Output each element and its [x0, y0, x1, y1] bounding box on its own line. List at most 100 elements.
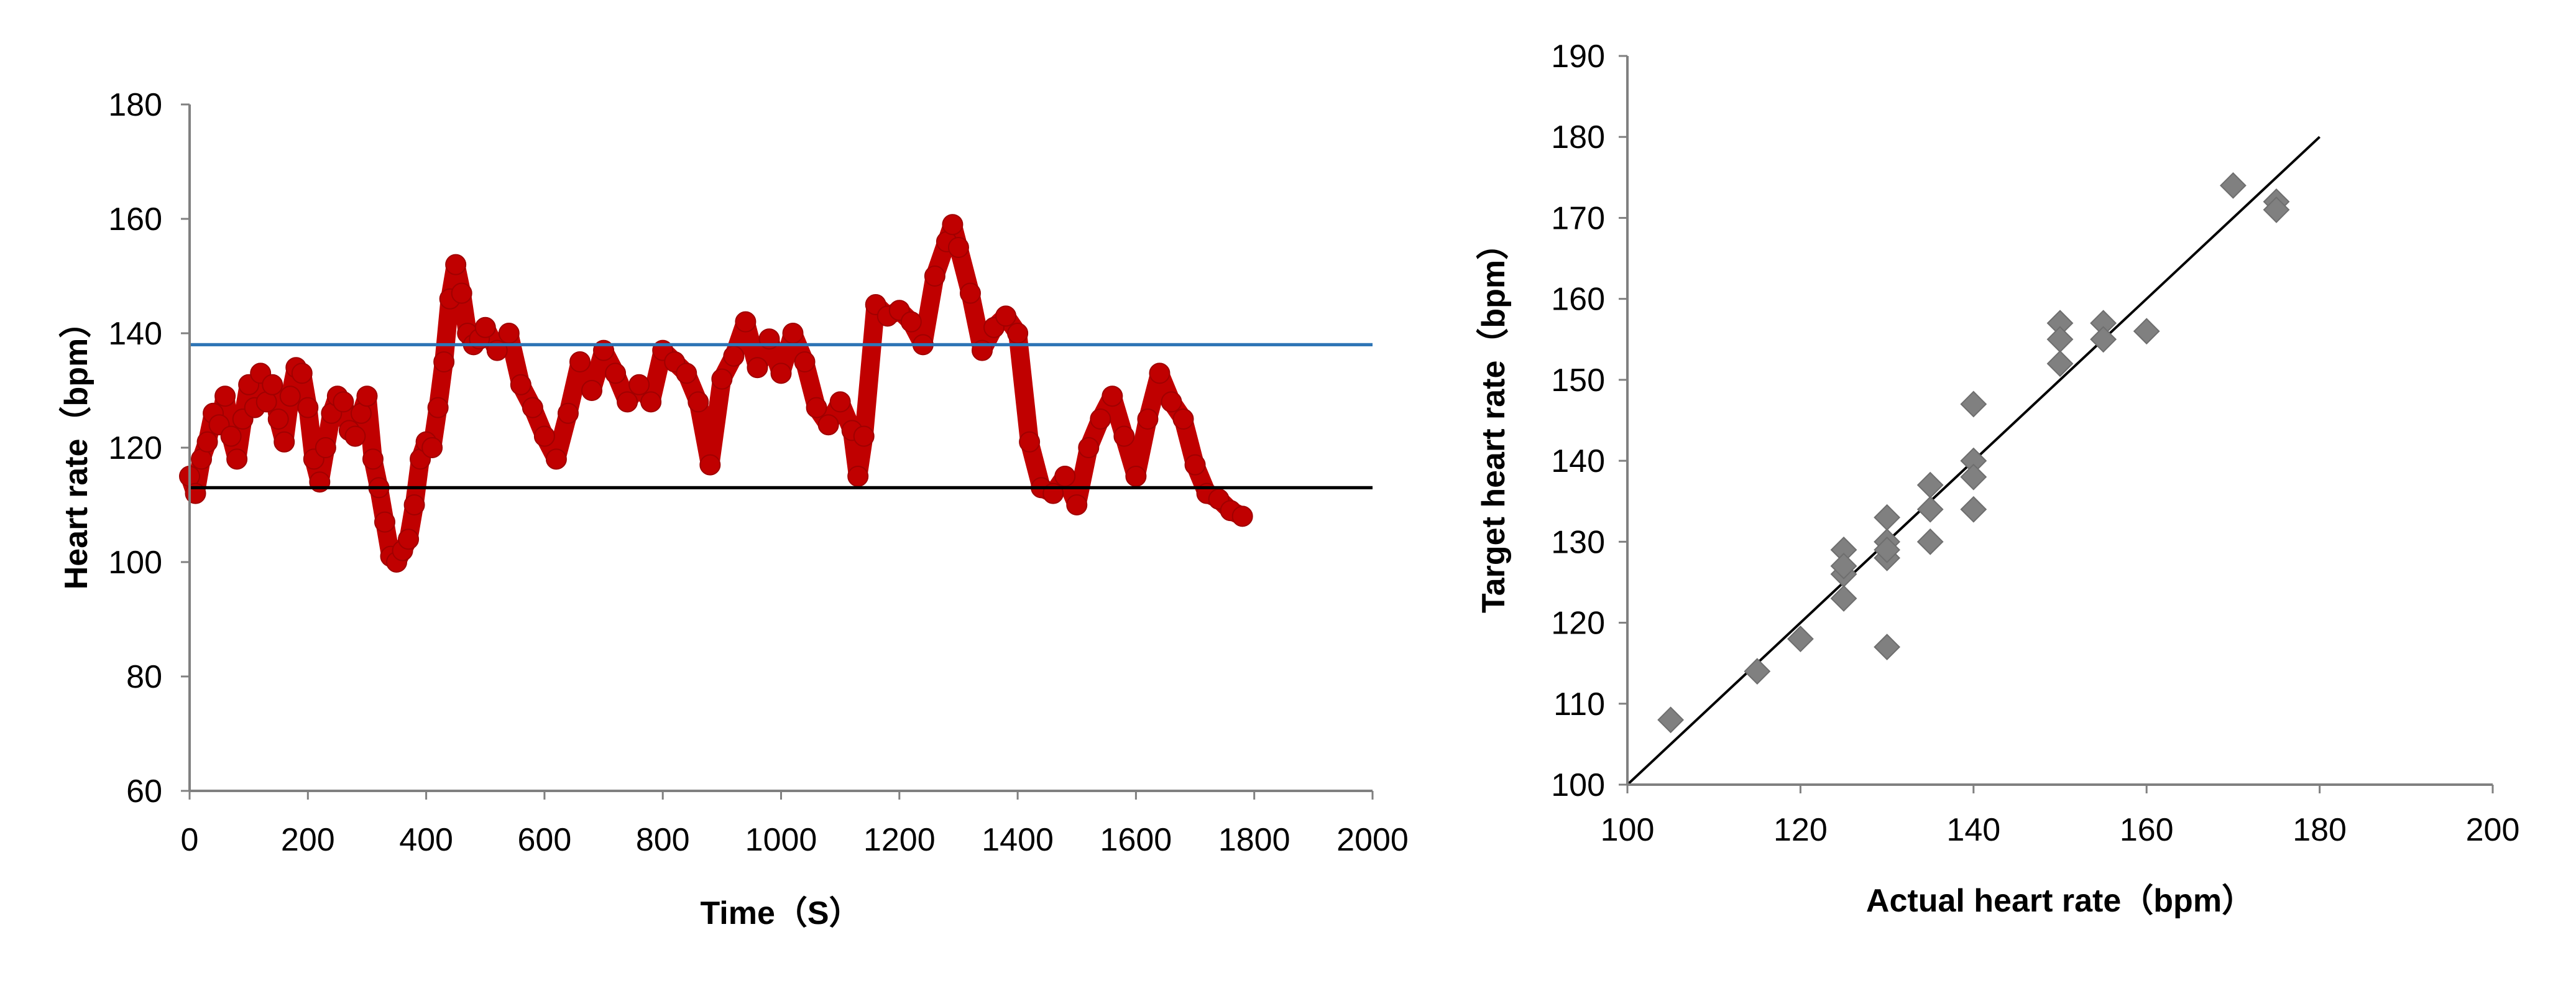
- heart-rate-point: [605, 362, 627, 384]
- heart-rate-point: [451, 282, 472, 304]
- scatter-point-diamond: [1744, 658, 1771, 685]
- right-y-axis-title: Target heart rate（bpm）: [1476, 228, 1512, 613]
- left-x-tick-label: 400: [399, 822, 453, 858]
- heart-rate-point: [1125, 466, 1147, 487]
- heart-rate-point: [427, 397, 449, 418]
- left-y-tick-label: 80: [126, 659, 162, 695]
- heart-rate-point: [445, 254, 467, 275]
- right-y-tick-label: 110: [1553, 686, 1605, 722]
- scatter-point-diamond: [1916, 496, 1944, 523]
- heart-rate-point: [829, 391, 851, 413]
- scatter-point-diamond: [1960, 463, 1987, 491]
- scatter-point-diamond: [1960, 496, 1987, 523]
- right-y-tick-label: 160: [1551, 282, 1605, 318]
- left-y-tick-label: 180: [108, 87, 162, 123]
- scatter-point-diamond: [1830, 585, 1857, 612]
- heart-rate-point: [581, 380, 603, 401]
- heart-rate-point: [1054, 466, 1076, 487]
- scatter-point-diamond: [2090, 326, 2117, 353]
- heart-rate-point: [374, 511, 395, 533]
- heart-rate-point: [291, 362, 313, 384]
- left-y-tick-label: 140: [108, 316, 162, 352]
- heart-rate-point: [262, 374, 283, 395]
- heart-rate-point: [942, 214, 964, 236]
- heart-rate-point: [847, 466, 869, 487]
- right-x-tick-label: 100: [1601, 812, 1655, 848]
- heart-rate-point: [398, 528, 420, 550]
- heart-rate-point: [569, 351, 591, 372]
- heart-rate-point: [853, 425, 875, 447]
- left-x-tick-label: 2000: [1336, 822, 1409, 858]
- heart-rate-point: [1090, 408, 1111, 430]
- right-x-tick-label: 140: [1946, 812, 2000, 848]
- heart-rate-point: [1113, 425, 1135, 447]
- heart-rate-point: [1172, 408, 1194, 430]
- heart-rate-point: [947, 237, 969, 258]
- heart-rate-point: [1231, 505, 1253, 527]
- left-y-tick-label: 60: [126, 773, 162, 810]
- heart-rate-point: [274, 431, 295, 453]
- right-x-tick-label: 160: [2120, 812, 2174, 848]
- heart-rate-point: [362, 448, 384, 470]
- heart-rate-point: [806, 397, 827, 418]
- right-y-tick-label: 120: [1551, 606, 1605, 642]
- actual-vs-target-chart: 100 120 140 160 180 200 100 110 120 130 140 150 160…: [1476, 39, 2519, 919]
- heart-rate-point: [297, 397, 319, 418]
- heart-rate-point: [1161, 391, 1182, 413]
- heart-rate-point: [315, 437, 336, 458]
- scatter-point-diamond: [1874, 504, 1901, 531]
- left-x-tick-label: 600: [518, 822, 572, 858]
- right-y-tick-label: 190: [1551, 39, 1605, 75]
- right-x-axis-title: Actual heart rate（bpm）: [1866, 883, 2254, 919]
- right-x-tick-label: 180: [2293, 812, 2347, 848]
- heart-rate-point: [1019, 431, 1041, 453]
- heart-rate-point: [403, 494, 425, 515]
- heart-rate-point: [1137, 408, 1159, 430]
- heart-rate-point: [421, 437, 443, 458]
- left-x-tick-label: 1800: [1218, 822, 1290, 858]
- left-plot-area: [179, 214, 1373, 573]
- heart-rate-point: [557, 402, 579, 424]
- left-y-ticks: 60 80 100 120 140 160 180: [108, 87, 190, 810]
- heart-rate-point: [924, 265, 945, 287]
- right-plot-area: [1626, 136, 2321, 786]
- heart-rate-point: [333, 391, 354, 413]
- heart-rate-point: [1007, 323, 1029, 344]
- heart-rate-point: [959, 282, 981, 304]
- heart-rate-point: [782, 323, 804, 344]
- left-x-ticks: 0 200 400 600 800 1000 1200 1400 1600 1800 2000: [181, 791, 1409, 858]
- heart-rate-point: [279, 385, 301, 407]
- heart-rate-point: [433, 351, 455, 372]
- heart-rate-point: [735, 311, 757, 333]
- heart-rate-point: [267, 408, 289, 430]
- heart-rate-point: [226, 448, 248, 470]
- scatter-point-diamond: [2219, 172, 2247, 199]
- right-y-ticks: 100 110 120 130 140 150 160 170 180 190: [1551, 39, 1627, 803]
- scatter-point-diamond: [1874, 536, 1901, 563]
- heart-rate-point: [1102, 385, 1123, 407]
- right-y-tick-label: 140: [1551, 443, 1605, 479]
- scatter-point-diamond: [2046, 326, 2074, 353]
- heart-rate-point: [522, 397, 543, 418]
- heart-rate-point: [1078, 437, 1100, 458]
- left-y-tick-label: 160: [108, 201, 162, 238]
- left-y-tick-label: 100: [108, 545, 162, 581]
- left-x-tick-label: 800: [636, 822, 690, 858]
- left-x-tick-label: 1000: [745, 822, 817, 858]
- right-y-tick-label: 100: [1551, 767, 1605, 803]
- heart-rate-point: [747, 357, 768, 379]
- left-x-tick-label: 1200: [863, 822, 936, 858]
- right-y-tick-label: 150: [1551, 362, 1605, 399]
- heart-rate-point: [344, 425, 366, 447]
- scatter-point-diamond: [1916, 528, 1944, 555]
- right-x-ticks: 100 120 140 160 180 200: [1601, 785, 2519, 848]
- heart-rate-point: [995, 305, 1017, 327]
- heart-rate-point: [510, 374, 531, 395]
- left-x-axis-title: Time（S）: [700, 895, 861, 931]
- heart-rate-point: [214, 385, 236, 407]
- heart-rate-point: [356, 385, 378, 407]
- heart-rate-point: [545, 448, 567, 470]
- heart-rate-point: [617, 391, 638, 413]
- scatter-point-diamond: [1830, 552, 1857, 579]
